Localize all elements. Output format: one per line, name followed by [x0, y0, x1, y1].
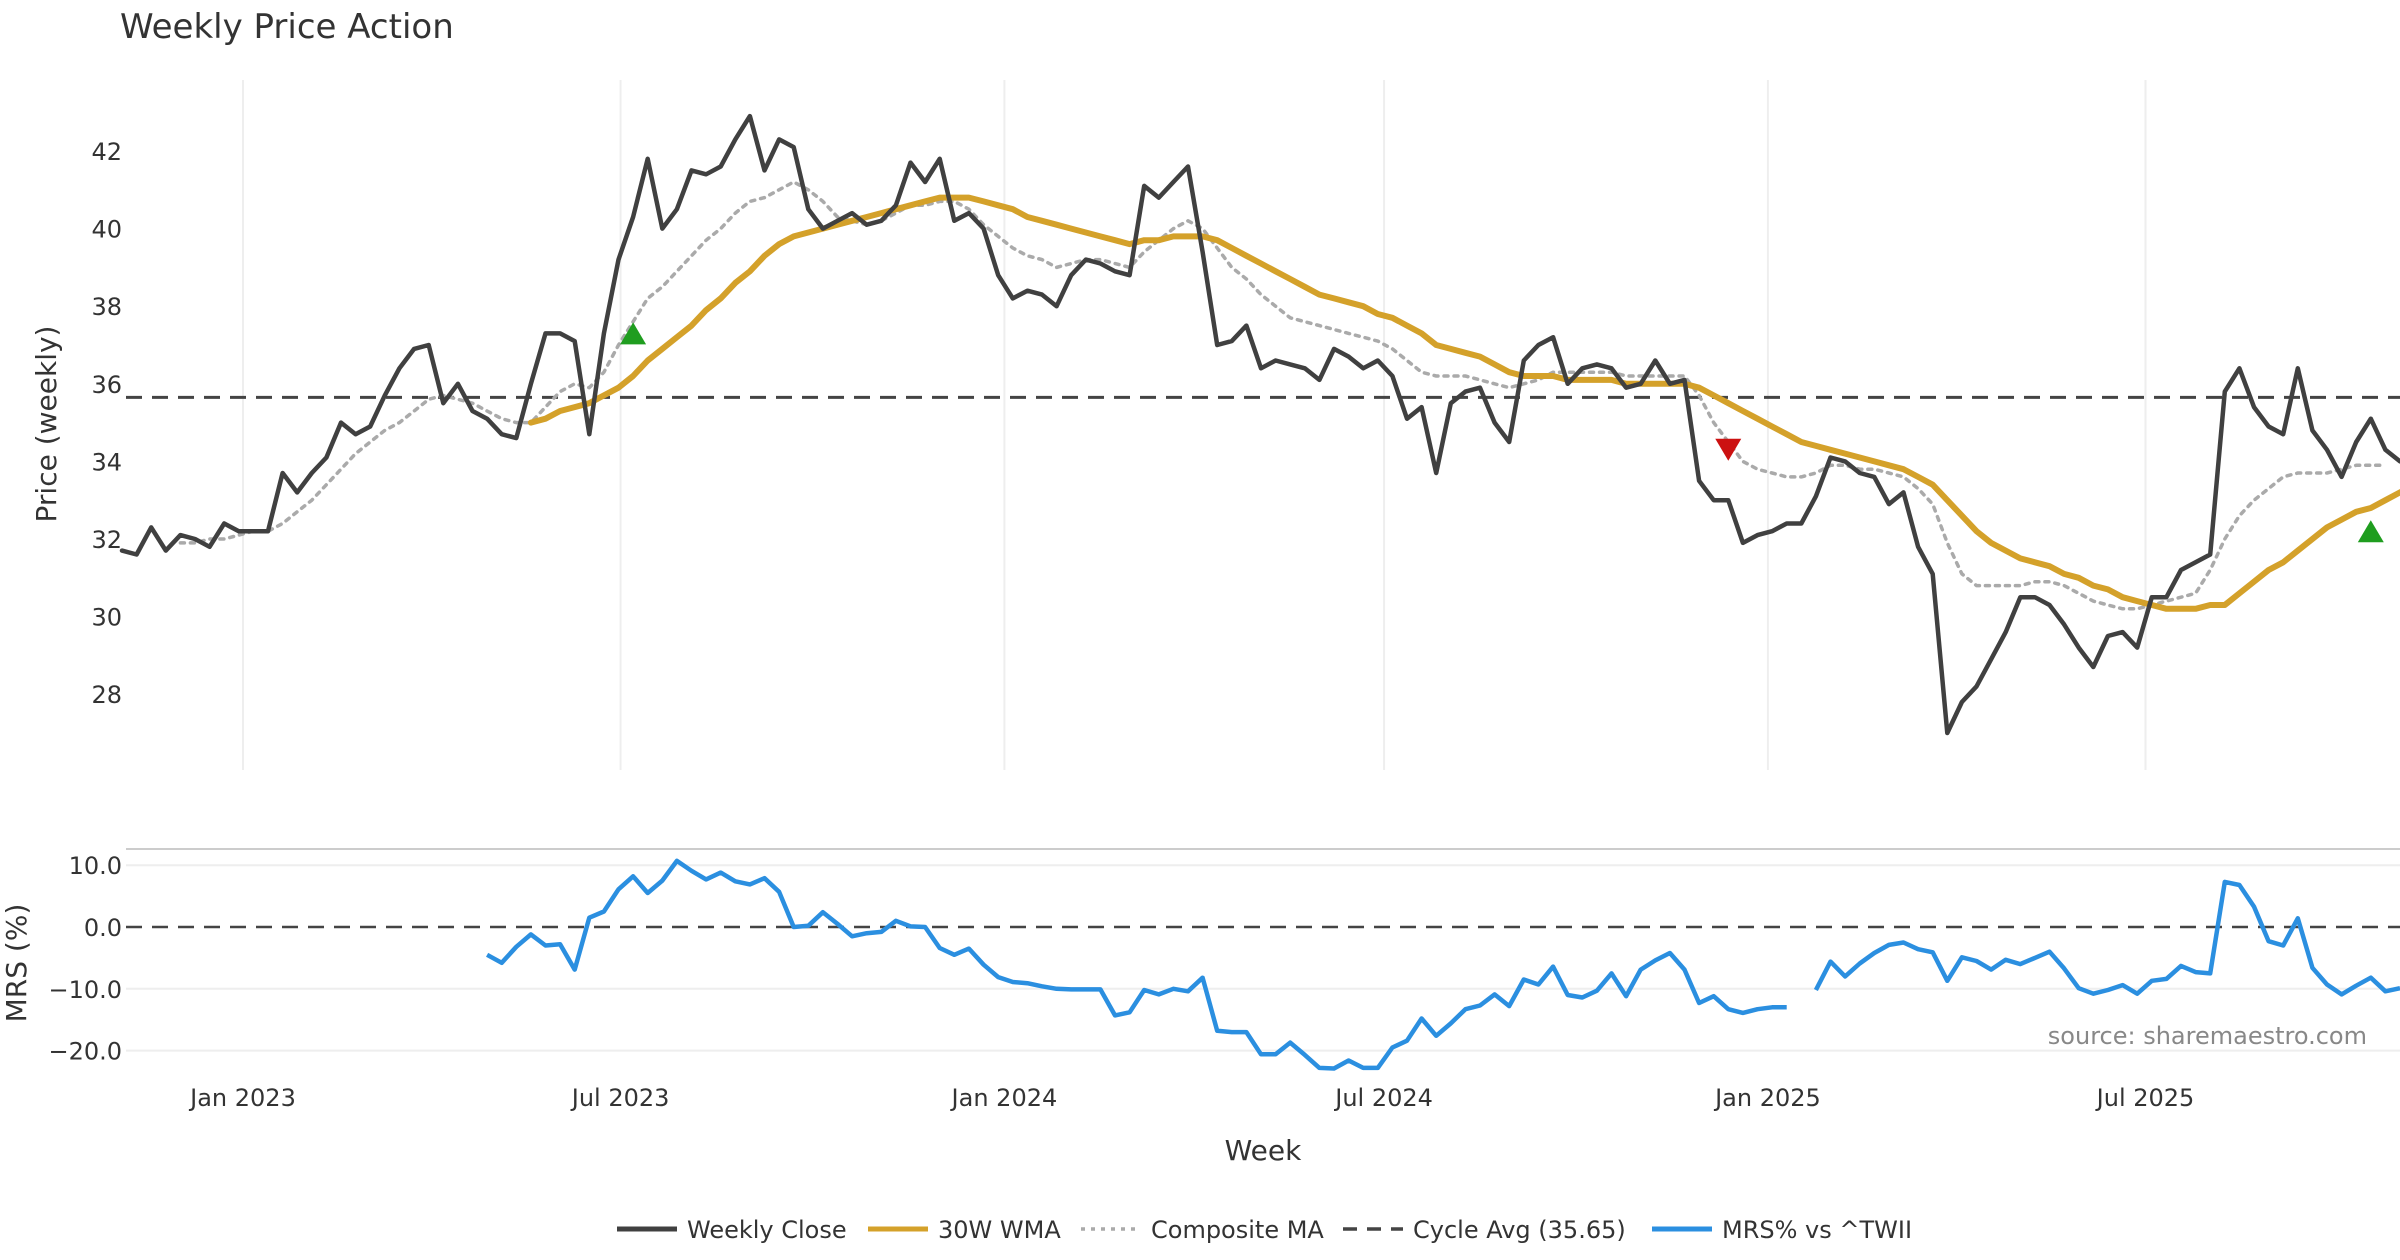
price-axis-ticks: 28 30 32 34 36 38 40 42	[91, 138, 122, 709]
source-note: source: sharemaestro.com	[2048, 1022, 2367, 1050]
week-tick-label: Jan 2024	[950, 1084, 1058, 1112]
mrs-axis-ticks: 10.0 0.0 −10.0 −20.0	[48, 852, 122, 1065]
mrs-tick-label: −20.0	[48, 1038, 122, 1066]
price-tick-label: 38	[91, 293, 122, 321]
week-tick-label: Jan 2025	[1713, 1084, 1821, 1112]
legend: Weekly Close 30W WMA Composite MA Cycle Avg…	[617, 1216, 1912, 1244]
price-tick-label: 28	[91, 681, 122, 709]
mrs-tick-label: 10.0	[69, 852, 122, 880]
price-series	[119, 113, 2400, 736]
mrs-series	[126, 858, 2400, 1071]
week-tick-label: Jul 2024	[1333, 1084, 1433, 1112]
week-tick-label: Jan 2023	[188, 1084, 296, 1112]
price-tick-label: 42	[91, 138, 122, 166]
sell-signal-marker	[1715, 438, 1742, 461]
legend-label: Composite MA	[1151, 1216, 1324, 1244]
buy-signal-marker	[2357, 520, 2384, 543]
legend-label: 30W WMA	[938, 1216, 1061, 1244]
week-axis-ticks: Jan 2023 Jul 2023 Jan 2024 Jul 2024 Jan 2025…	[188, 1084, 2194, 1112]
price-tick-label: 34	[91, 448, 122, 476]
price-tick-label: 36	[91, 371, 122, 399]
mrs-tick-label: −10.0	[48, 976, 122, 1004]
week-tick-label: Jul 2023	[570, 1084, 670, 1112]
legend-label: MRS% vs ^TWII	[1722, 1216, 1912, 1244]
mrs-panel-gridlines	[126, 864, 2400, 1052]
chart-title: Weekly Price Action	[120, 7, 454, 47]
week-axis-label: Week	[1225, 1134, 1302, 1167]
mrs-line	[486, 858, 2400, 1071]
buy-signal-marker	[620, 322, 647, 345]
price-panel-gridlines	[241, 80, 2147, 770]
mrs-axis-label: MRS (%)	[0, 904, 33, 1023]
legend-label: Weekly Close	[687, 1216, 847, 1244]
week-tick-label: Jul 2025	[2095, 1084, 2195, 1112]
mrs-tick-label: 0.0	[84, 914, 122, 942]
composite-ma-line	[178, 180, 2388, 611]
signal-markers	[620, 322, 2384, 543]
legend-label: Cycle Avg (35.65)	[1413, 1216, 1626, 1244]
price-axis-label: Price (weekly)	[30, 326, 63, 523]
weekly-close-line	[119, 113, 2400, 736]
price-tick-label: 30	[91, 604, 122, 632]
price-tick-label: 40	[91, 216, 122, 244]
30w-wma-line	[527, 194, 2400, 612]
price-tick-label: 32	[91, 526, 122, 554]
